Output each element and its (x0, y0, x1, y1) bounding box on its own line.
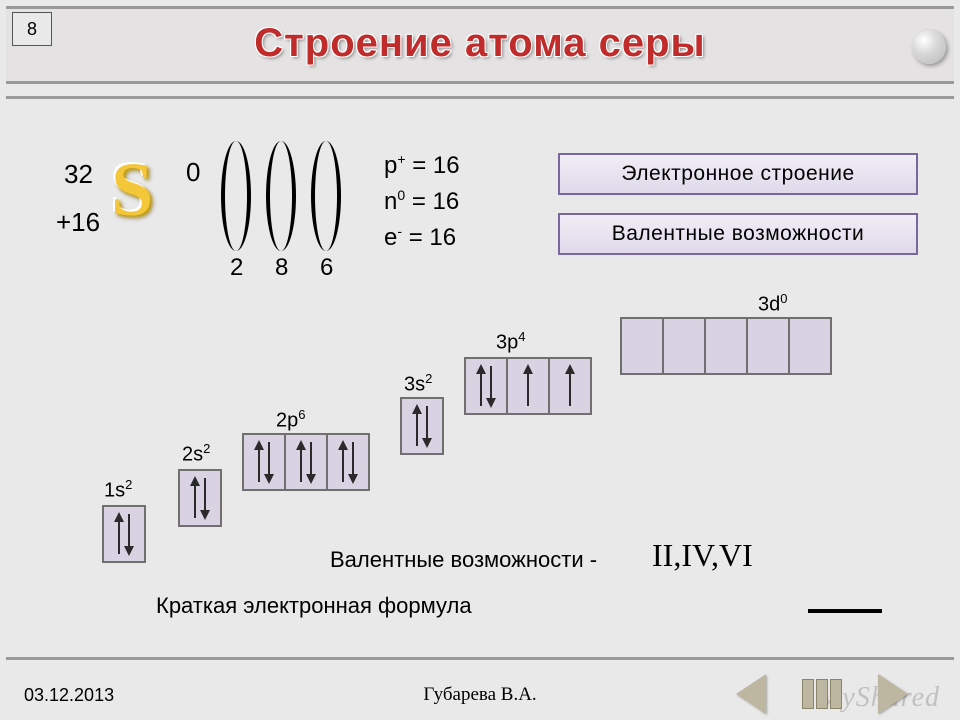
nav-menu-icon[interactable] (802, 679, 842, 709)
neutron-count: n0 = 16 (384, 187, 459, 216)
nav-controls (736, 674, 908, 714)
shell-count-2: 8 (275, 254, 288, 282)
page-title: Строение атома серы (6, 21, 954, 66)
label-3d: 3d0 (758, 291, 787, 317)
short-config-label: Краткая электронная формула (156, 593, 472, 619)
valence-options-button[interactable]: Валентные возможности (558, 213, 918, 255)
element-symbol: S (111, 147, 153, 234)
label-3p: 3p4 (496, 329, 525, 355)
blank-underline (808, 609, 882, 613)
shell-arc-3 (311, 141, 341, 251)
cells-2p (242, 433, 370, 491)
zero-label: 0 (186, 157, 200, 188)
electron-count: e- = 16 (384, 223, 456, 252)
mass-number: 32 (64, 159, 93, 190)
content-area: 32 0 +16 S 2 8 6 p+ = 16 n0 = 16 e- = 16… (6, 96, 954, 660)
electron-structure-button[interactable]: Электронное строение (558, 153, 918, 195)
label-1s: 1s2 (104, 477, 132, 503)
shell-arc-2 (266, 141, 296, 251)
cells-3d (620, 317, 832, 375)
label-3s: 3s2 (404, 371, 432, 397)
label-2p: 2p6 (276, 407, 305, 433)
valence-values: II,IV,VI (652, 537, 753, 574)
cells-2s (178, 469, 222, 527)
shell-count-3: 6 (320, 254, 333, 282)
cells-1s (102, 505, 146, 563)
nuclear-charge: +16 (56, 207, 100, 238)
corner-decoration (912, 30, 946, 64)
cells-3p (464, 357, 592, 415)
title-bar: Строение атома серы (6, 6, 954, 84)
proton-count: p+ = 16 (384, 151, 460, 180)
nav-prev-icon[interactable] (736, 674, 766, 714)
label-2s: 2s2 (182, 441, 210, 467)
footer: 03.12.2013 Губарева В.А. MyShared (0, 668, 960, 720)
shell-arc-1 (221, 141, 251, 251)
cells-3s (400, 397, 444, 455)
valence-text: Валентные возможности - (330, 547, 597, 573)
page-number-box: 8 (12, 12, 52, 46)
nav-next-icon[interactable] (878, 674, 908, 714)
shell-count-1: 2 (230, 254, 243, 282)
